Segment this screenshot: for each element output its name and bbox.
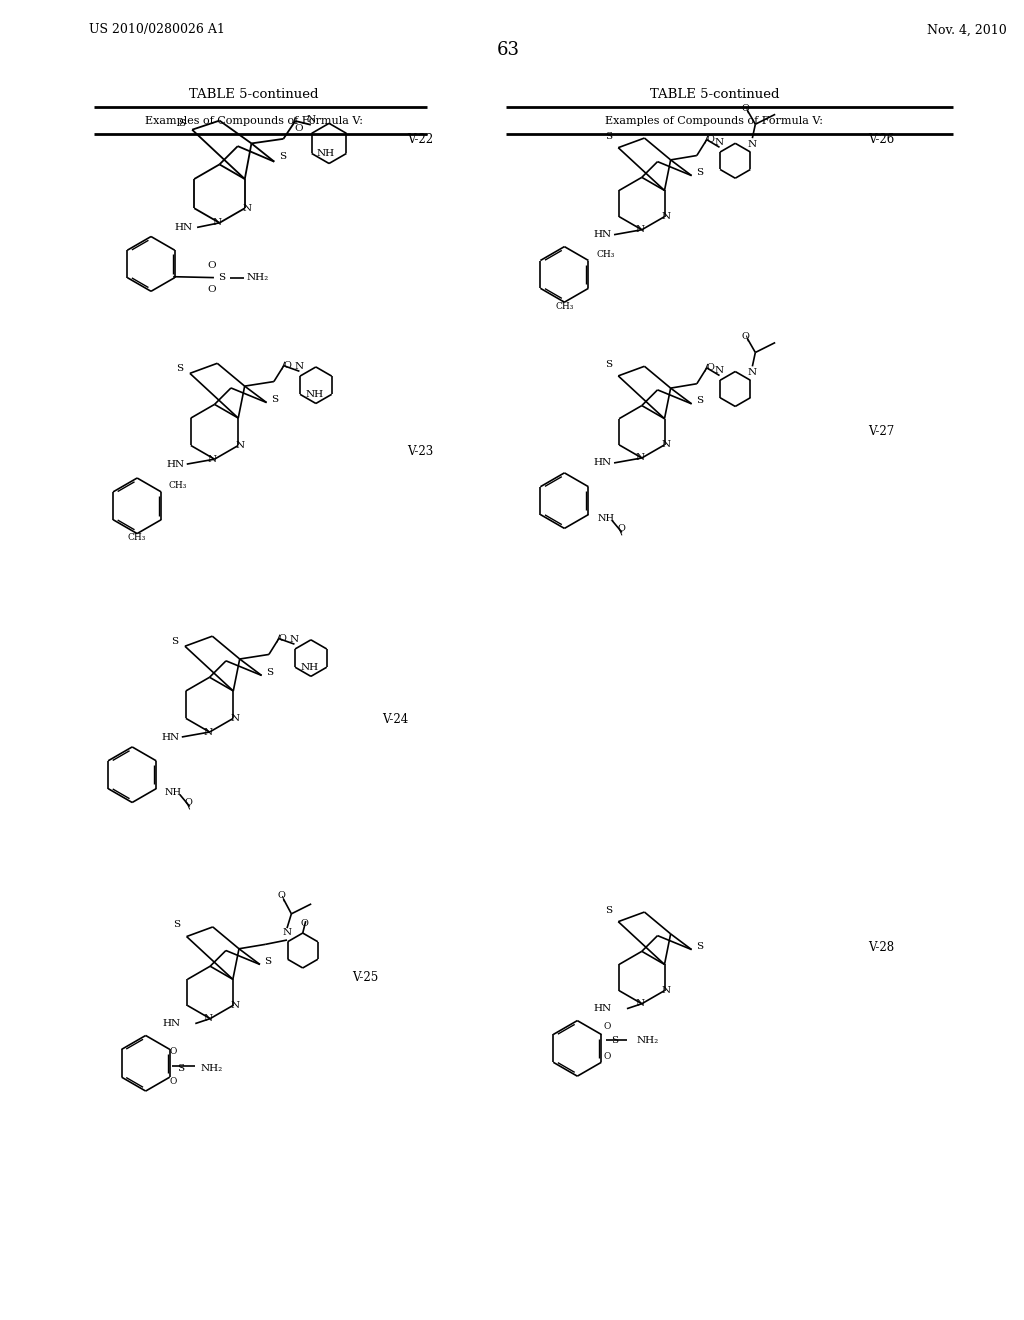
Text: S: S (605, 132, 612, 140)
Text: N: N (306, 115, 315, 124)
Text: S: S (696, 396, 703, 405)
Text: NH: NH (300, 663, 318, 672)
Text: N: N (236, 441, 245, 450)
Text: S: S (696, 942, 703, 952)
Text: N: N (635, 999, 644, 1008)
Text: S: S (611, 1036, 618, 1045)
Text: N: N (204, 1014, 213, 1023)
Text: N: N (748, 140, 757, 149)
Text: V-22: V-22 (407, 132, 433, 145)
Text: S: S (696, 168, 703, 177)
Text: O: O (741, 333, 750, 341)
Text: S: S (173, 920, 180, 929)
Text: V-23: V-23 (407, 445, 433, 458)
Text: N: N (635, 226, 644, 234)
Text: TABLE 5-continued: TABLE 5-continued (189, 88, 318, 100)
Text: N: N (230, 714, 240, 723)
Text: O: O (284, 362, 292, 370)
Text: O: O (208, 285, 216, 294)
Text: N: N (748, 368, 757, 376)
Text: N: N (243, 203, 251, 213)
Text: 63: 63 (497, 41, 519, 58)
Text: O: O (707, 363, 715, 372)
Text: N: N (203, 727, 212, 737)
Text: Examples of Compounds of Formula V:: Examples of Compounds of Formula V: (145, 116, 364, 127)
Text: O: O (603, 1022, 610, 1031)
Text: V-25: V-25 (352, 972, 379, 983)
Text: S: S (178, 119, 185, 128)
Text: N: N (662, 213, 671, 222)
Text: S: S (271, 395, 279, 404)
Text: S: S (176, 364, 183, 374)
Text: CH₃: CH₃ (555, 302, 573, 310)
Text: O: O (301, 919, 308, 928)
Text: V-27: V-27 (868, 425, 895, 438)
Text: O: O (170, 1077, 177, 1085)
Text: O: O (294, 124, 303, 133)
Text: NH: NH (316, 149, 335, 158)
Text: HN: HN (162, 1019, 180, 1028)
Text: US 2010/0280026 A1: US 2010/0280026 A1 (89, 24, 225, 37)
Text: V-26: V-26 (868, 132, 895, 145)
Text: N: N (662, 986, 671, 995)
Text: S: S (264, 957, 271, 966)
Text: HN: HN (162, 733, 180, 742)
Text: NH₂: NH₂ (637, 1036, 659, 1045)
Text: O: O (278, 891, 286, 900)
Text: NH₂: NH₂ (247, 273, 269, 282)
Text: O: O (603, 1052, 610, 1061)
Text: O: O (184, 799, 193, 807)
Text: NH: NH (305, 389, 324, 399)
Text: N: N (715, 137, 724, 147)
Text: Nov. 4, 2010: Nov. 4, 2010 (927, 24, 1007, 37)
Text: N: N (290, 635, 299, 644)
Text: O: O (707, 135, 715, 144)
Text: N: N (283, 928, 292, 937)
Text: O: O (208, 261, 216, 271)
Text: HN: HN (594, 230, 612, 239)
Text: NH₂: NH₂ (201, 1064, 222, 1073)
Text: O: O (279, 634, 287, 643)
Text: S: S (266, 668, 273, 677)
Text: TABLE 5-continued: TABLE 5-continued (649, 88, 779, 100)
Text: O: O (170, 1047, 177, 1056)
Text: HN: HN (167, 459, 184, 469)
Text: S: S (279, 152, 286, 161)
Text: N: N (662, 441, 671, 449)
Text: N: N (230, 1001, 240, 1010)
Text: S: S (605, 360, 612, 368)
Text: CH₃: CH₃ (596, 249, 614, 259)
Text: Examples of Compounds of Formula V:: Examples of Compounds of Formula V: (605, 116, 823, 127)
Text: HN: HN (594, 458, 612, 467)
Text: CH₃: CH₃ (169, 482, 187, 491)
Text: HN: HN (594, 1005, 612, 1014)
Text: N: N (295, 362, 304, 371)
Text: V-28: V-28 (868, 941, 894, 954)
Text: N: N (635, 454, 644, 462)
Text: CH₃: CH₃ (128, 533, 146, 543)
Text: NH: NH (165, 788, 182, 797)
Text: O: O (617, 524, 625, 533)
Text: S: S (218, 273, 225, 282)
Text: O: O (741, 104, 750, 114)
Text: N: N (208, 454, 217, 463)
Text: S: S (171, 636, 178, 645)
Text: N: N (213, 218, 222, 227)
Text: N: N (715, 366, 724, 375)
Text: HN: HN (174, 223, 193, 232)
Text: NH: NH (597, 513, 614, 523)
Text: V-24: V-24 (382, 713, 409, 726)
Text: S: S (177, 1064, 184, 1073)
Text: S: S (605, 906, 612, 915)
